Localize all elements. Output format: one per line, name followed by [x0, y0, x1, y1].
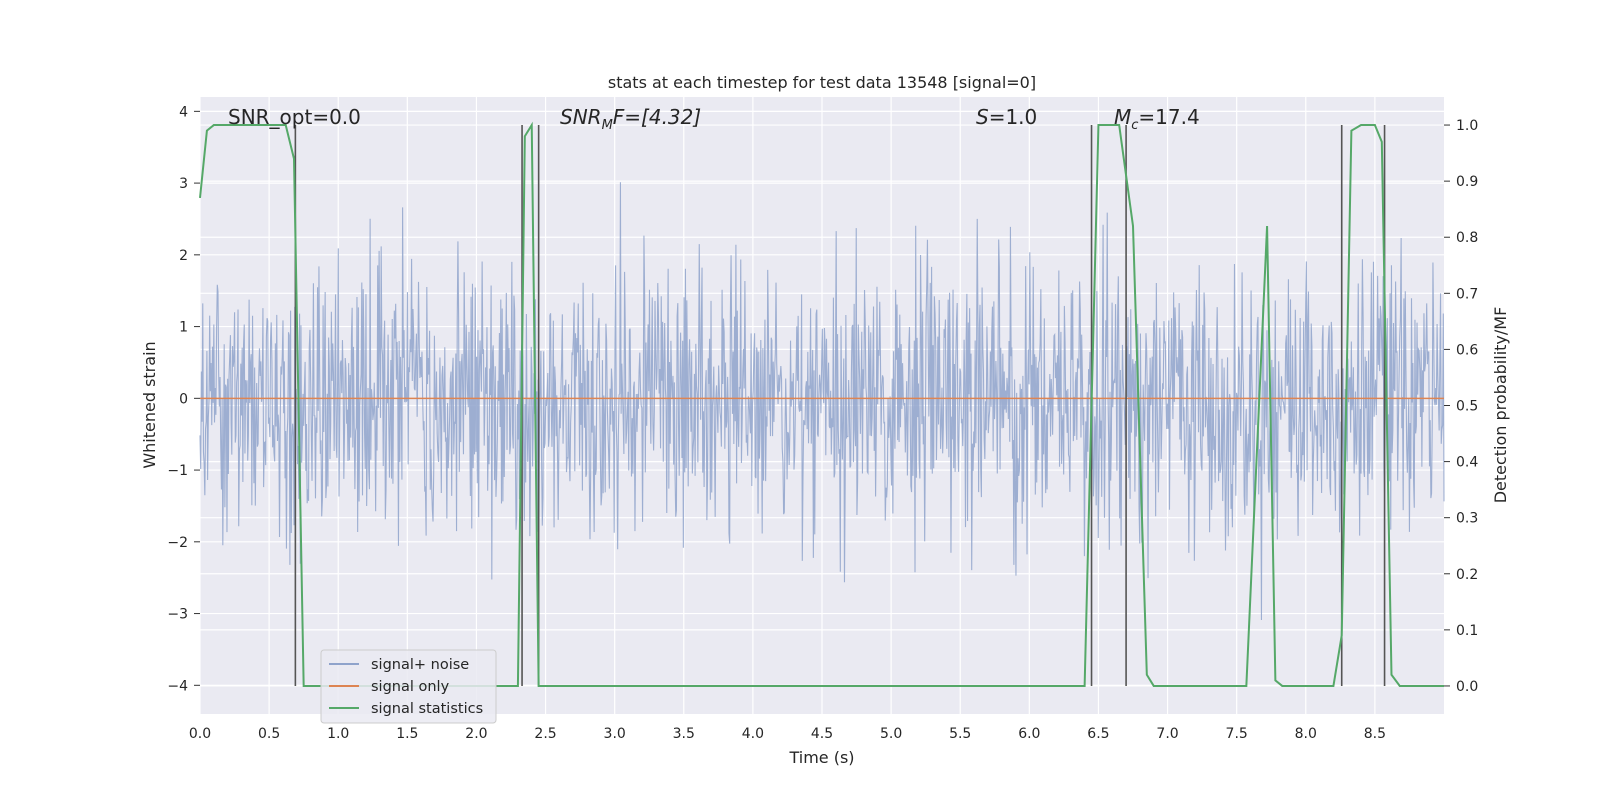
x-tick-label: 8.0: [1295, 726, 1317, 742]
y-tick-label-right: 0.6: [1456, 342, 1478, 358]
annotation-snr-opt: SNR_opt=0.0: [228, 105, 361, 129]
annotation-mc: Mc=17.4: [1114, 105, 1200, 133]
annotation-snr-mf-prefix: SNR: [560, 105, 602, 129]
annotation-mc-symbol: M: [1114, 105, 1131, 129]
y-tick-label-left: −2: [167, 535, 188, 551]
legend-label-stats: signal statistics: [371, 701, 483, 717]
x-tick-label: 0.0: [189, 726, 211, 742]
y-tick-label-left: 0: [179, 391, 188, 407]
annotation-s: S=1.0: [976, 105, 1037, 129]
x-tick-label: 5.0: [880, 726, 902, 742]
legend-label-noise: signal+ noise: [371, 657, 469, 673]
annotation-snr-mf-sub: M: [602, 118, 613, 133]
x-tick-label: 7.0: [1156, 726, 1178, 742]
y-tick-label-right: 0.5: [1456, 399, 1478, 415]
y-tick-label-right: 0.8: [1456, 230, 1478, 246]
legend-label-signal: signal only: [371, 679, 450, 695]
x-tick-label: 6.5: [1087, 726, 1109, 742]
y-tick-label-left: 1: [179, 320, 188, 336]
y-tick-label-right: 0.1: [1456, 623, 1478, 639]
x-tick-label: 6.0: [1018, 726, 1040, 742]
y-axis-label-left: Whitened strain: [140, 341, 159, 468]
y-tick-label-right: 1.0: [1456, 118, 1478, 134]
x-tick-label: 3.5: [673, 726, 695, 742]
y-tick-label-right: 0.3: [1456, 511, 1478, 527]
chart-title: stats at each timestep for test data 135…: [608, 73, 1036, 92]
legend-box: [320, 649, 497, 724]
annotation-s-value: =1.0: [989, 105, 1038, 129]
y-tick-label-left: −4: [167, 678, 188, 694]
y-tick-label-right: 0.7: [1456, 286, 1478, 302]
annotation-s-symbol: S: [976, 105, 989, 129]
y-tick-label-left: 4: [179, 104, 188, 120]
x-tick-label: 0.5: [258, 726, 280, 742]
y-axis-label-right: Detection probability/MF: [1491, 307, 1510, 504]
annotation-mc-sub: c: [1131, 118, 1138, 133]
x-tick-label: 1.0: [327, 726, 349, 742]
x-tick-label: 3.0: [604, 726, 626, 742]
y-tick-label-left: 3: [179, 176, 188, 192]
x-axis-label: Time (s): [788, 748, 854, 767]
y-tick-label-left: 2: [179, 248, 188, 264]
annotation-snr-mf-suffix: F=[4.32]: [613, 105, 701, 129]
x-tick-label: 8.5: [1364, 726, 1386, 742]
y-tick-label-right: 0.0: [1456, 679, 1478, 695]
legend: signal+ noise signal only signal statist…: [320, 649, 497, 724]
x-tick-label: 7.5: [1226, 726, 1248, 742]
annotation-snr-mf: SNRMF=[4.32]: [560, 105, 701, 133]
y-tick-label-left: −1: [167, 463, 188, 479]
x-tick-label: 4.5: [811, 726, 833, 742]
y-tick-label-right: 0.4: [1456, 455, 1478, 471]
x-tick-label: 5.5: [949, 726, 971, 742]
y-tick-label-left: −3: [167, 607, 188, 623]
annotation-mc-value: =17.4: [1138, 105, 1199, 129]
x-tick-label: 2.0: [465, 726, 487, 742]
noise-series-line: [199, 182, 1445, 620]
noise-layer: [199, 182, 1445, 620]
x-tick-label: 2.5: [534, 726, 556, 742]
y-tick-label-right: 0.9: [1456, 174, 1478, 190]
grid-layer: [199, 97, 1444, 714]
x-tick-label: 1.5: [396, 726, 418, 742]
y-tick-label-right: 0.2: [1456, 567, 1478, 583]
tick-layer: 0.0 0.5 1.0 1.5 2.0 2.5 3.0 3.5 4.0 4.5 5.0 5.5 6.0 6…: [167, 104, 1478, 742]
x-tick-label: 4.0: [742, 726, 764, 742]
